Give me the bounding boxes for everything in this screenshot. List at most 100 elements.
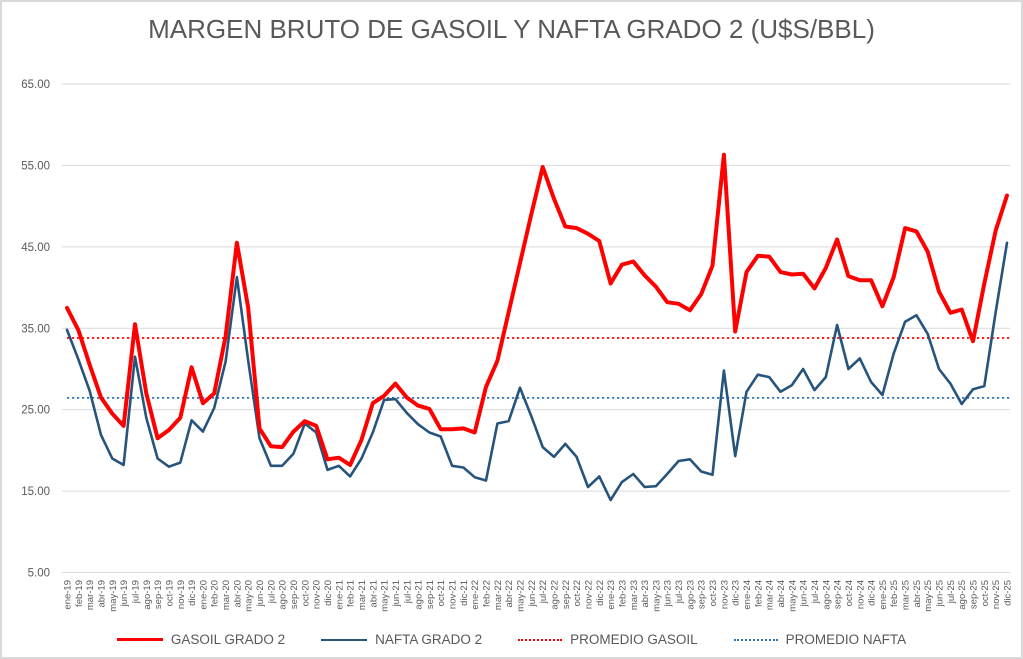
x-tick-label: feb-24 [753,580,764,607]
x-tick-label: jun-25 [935,580,946,607]
x-tick-label: sep-23 [697,580,708,609]
y-gridlines [62,83,1010,573]
promedio-gasoil-swatch-icon [518,638,563,641]
y-tick-label: 25.00 [21,405,50,417]
x-tick-label: feb-20 [210,580,221,607]
y-tick-label: 15.00 [21,486,50,498]
x-tick-label: oct-20 [300,580,311,606]
promedio-nafta-swatch-icon [733,638,778,641]
x-tick-label: ene-20 [198,580,209,610]
x-tick-label: sep-22 [561,580,572,609]
y-tick-label: 55.00 [21,160,50,172]
x-tick-label: may-20 [244,580,255,612]
x-tick-label: dic-24 [867,580,878,606]
x-tick-label: abr-19 [96,580,107,607]
legend-label-promedio-nafta: PROMEDIO NAFTA [785,632,907,647]
x-tick-label: nov-23 [719,580,730,609]
chart-legend: GASOIL GRADO 2 NAFTA GRADO 2 PROMEDIO GA… [2,632,1021,647]
x-tick-label: sep-24 [833,580,844,609]
x-tick-label: jun-20 [255,580,266,607]
x-tick-label: abr-24 [776,580,787,607]
x-tick-label: oct-22 [572,580,583,606]
x-tick-label: mar-24 [765,580,776,610]
x-tick-label: mar-19 [85,580,96,610]
x-tick-label: may-25 [923,580,934,612]
x-axis-labels: ene-19 feb-19 mar-19 abr-19 may-19 jun-19 jul-… [63,580,1014,612]
x-tick-label: nov-22 [583,580,594,609]
x-tick-label: oct-24 [844,580,855,606]
x-tick-label: jun-24 [799,580,810,607]
x-tick-label: dic-22 [595,580,606,606]
x-tick-label: ago-23 [685,580,696,610]
x-tick-label: ago-25 [957,580,968,610]
x-tick-label: jul-23 [674,580,685,604]
x-tick-label: mar-21 [357,580,368,610]
x-tick-label: jul-25 [946,580,957,604]
x-tick-label: jun-23 [663,580,674,607]
x-tick-label: dic-25 [1003,580,1014,606]
chart-title: MARGEN BRUTO DE GASOIL Y NAFTA GRADO 2 (… [148,14,875,44]
x-tick-label: sep-21 [425,580,436,609]
legend-item-nafta: NAFTA GRADO 2 [321,632,482,647]
x-tick-label: mar-22 [493,580,504,610]
x-tick-label: may-22 [516,580,527,612]
legend-item-gasoil: GASOIL GRADO 2 [116,632,286,647]
x-tick-label: jun-21 [391,580,402,607]
legend-label-promedio-gasoil: PROMEDIO GASOIL [570,632,698,647]
x-tick-label: jul-19 [130,580,141,604]
nafta-line-swatch-icon [321,638,368,641]
x-tick-label: jul-21 [402,580,413,604]
x-tick-label: may-23 [651,580,662,612]
x-tick-label: feb-25 [889,580,900,607]
x-tick-label: nov-19 [176,580,187,609]
x-tick-label: dic-20 [323,580,334,606]
x-tick-label: dic-21 [459,580,470,606]
x-tick-label: sep-20 [289,580,300,609]
x-tick-label: nov-20 [312,580,323,609]
legend-label-gasoil: GASOIL GRADO 2 [170,632,286,647]
x-tick-label: abr-20 [232,580,243,607]
x-tick-label: nov-24 [855,580,866,609]
x-tick-label: dic-19 [187,580,198,606]
x-tick-label: abr-22 [504,580,515,607]
x-tick-label: sep-25 [969,580,980,609]
x-tick-label: oct-25 [980,580,991,606]
x-tick-label: nov-21 [448,580,459,609]
x-tick-label: sep-19 [153,580,164,609]
x-tick-label: ago-19 [142,580,153,610]
x-tick-label: ene-24 [742,580,753,610]
x-tick-label: feb-23 [617,580,628,607]
legend-item-promedio-gasoil: PROMEDIO GASOIL [518,632,698,647]
x-tick-label: ago-22 [549,580,560,610]
x-tick-label: jul-20 [266,580,277,604]
x-tick-label: jun-19 [119,580,130,607]
x-tick-label: may-21 [380,580,391,612]
x-tick-label: mar-20 [221,580,232,610]
y-tick-label: 35.00 [21,323,50,335]
y-tick-label: 45.00 [21,242,50,254]
x-tick-label: may-24 [787,580,798,612]
gasoil-line-swatch-icon [116,638,163,641]
x-tick-label: ago-24 [821,580,832,610]
x-tick-label: oct-23 [708,580,719,606]
x-tick-label: ago-21 [414,580,425,610]
x-tick-label: ene-25 [878,580,889,610]
x-tick-label: feb-22 [482,580,493,607]
nafta-grado-2-series-line [65,241,1009,502]
x-tick-label: may-19 [108,580,119,612]
x-tick-label: mar-23 [629,580,640,610]
x-tick-label: abr-21 [368,580,379,607]
gasoil-grado-2-series-line [65,152,1009,467]
x-tick-label: ene-19 [63,580,74,610]
x-tick-label: ene-23 [606,580,617,610]
y-axis-labels: 5.00 15.00 25.00 35.00 45.00 55.00 65.00 [21,79,50,580]
legend-label-nafta: NAFTA GRADO 2 [375,632,483,647]
x-tick-label: mar-25 [901,580,912,610]
x-tick-label: jul-22 [538,580,549,604]
x-tick-label: oct-21 [436,580,447,606]
x-tick-label: jul-24 [810,580,821,604]
y-tick-label: 5.00 [28,568,50,580]
x-tick-label: dic-23 [731,580,742,606]
legend-item-promedio-nafta: PROMEDIO NAFTA [733,632,907,647]
